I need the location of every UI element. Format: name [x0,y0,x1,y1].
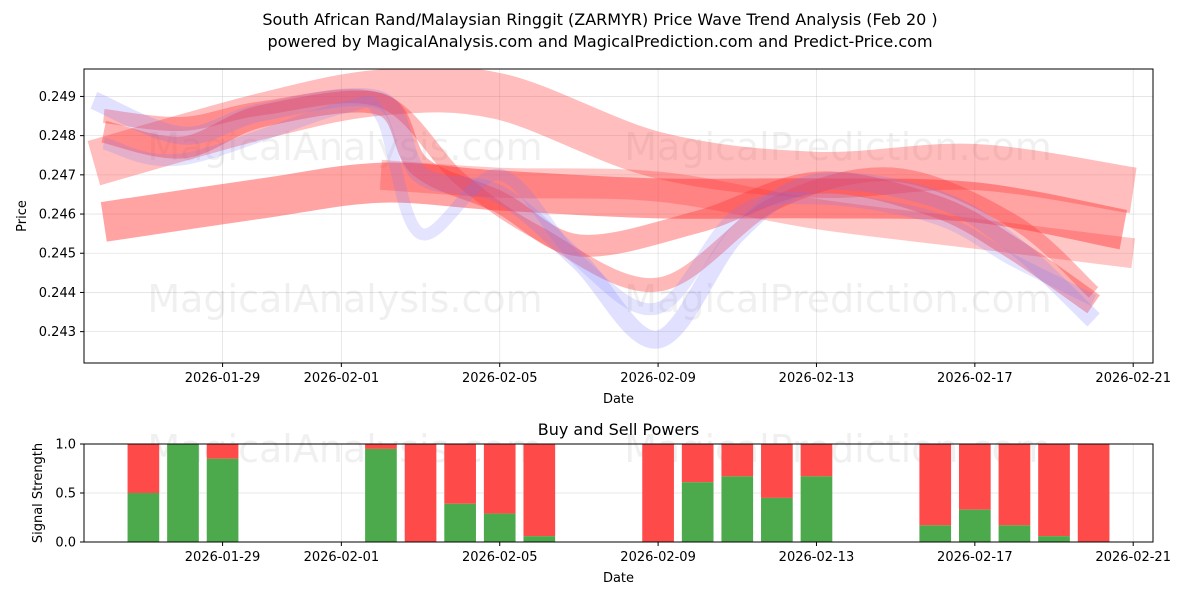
sell-bar [483,444,516,514]
price-ytick-label: 0.245 [39,247,76,262]
price-ytick-label: 0.243 [39,325,76,340]
sell-bar [998,444,1031,526]
sell-bar [1077,444,1110,542]
sell-bar [404,444,437,542]
signal-xtick-label: 2026-02-01 [304,550,380,565]
buy-bar [1038,536,1070,542]
signal-xtick-label: 2026-01-29 [185,550,261,565]
wave-blue-2-line [102,95,1097,316]
watermark-text: MagicalPrediction.com [624,277,1052,321]
wave-red-1-line [101,90,1100,314]
buy-bar [167,444,199,542]
buy-bar [523,536,556,542]
price-ytick-label: 0.244 [39,286,76,301]
signal-plot: MagicalAnalysis.com MagicalPrediction.com… [31,420,1171,586]
signal-ytick-label: 0.0 [55,536,76,551]
watermark-text: MagicalPrediction.com [624,125,1052,169]
signal-ylabel: Signal Strength [31,443,46,543]
signal-xlabel: Date [603,571,634,586]
buy-bar [958,509,991,542]
wave-blue-1-line [90,87,1100,349]
buy-bar [998,525,1031,542]
wave-group [87,69,1137,349]
price-xtick-label: 2026-02-09 [620,371,696,386]
buy-bar [761,497,793,542]
watermark-text: MagicalAnalysis.com [147,427,542,471]
signal-xtick-label: 2026-02-13 [779,550,855,565]
buy-bar [483,513,516,542]
price-xtick-label: 2026-02-17 [937,371,1013,386]
buy-bar [919,525,952,542]
buy-bar [127,493,160,542]
buy-bar [681,482,714,542]
sell-bar [919,444,952,526]
price-frame [83,68,1154,364]
signal-xtick-label: 2026-02-09 [620,550,696,565]
price-ylabel: Price [15,200,30,232]
sell-bar [800,444,833,477]
sell-bar [958,444,991,510]
price-xlabel: Date [603,392,634,407]
price-xtick-label: 2026-02-21 [1095,371,1171,386]
watermark-text: MagicalAnalysis.com [147,277,542,321]
price-xtick-label: 2026-02-01 [304,371,380,386]
price-xtick-label: 2026-01-29 [185,371,261,386]
buy-bar [721,476,754,542]
buy-bar [365,448,397,542]
signal-title: Buy and Sell Powers [538,420,700,439]
price-xtick-label: 2026-02-13 [779,371,855,386]
price-ytick-label: 0.248 [39,129,76,144]
sell-bar [523,444,556,537]
buy-bar [206,458,239,542]
signal-ytick-label: 0.5 [55,487,76,502]
chart-title-line2: powered by MagicalAnalysis.com and Magic… [267,32,933,51]
price-xtick-label: 2026-02-05 [462,371,538,386]
wave-red-2-line [102,89,1099,298]
sell-bar [206,444,239,459]
sell-bar [365,444,397,449]
band-red-1-line [87,69,1137,214]
chart-title-line1: South African Rand/Malaysian Ringgit (ZA… [262,10,938,29]
buy-bar [800,476,833,542]
sell-bar [1038,444,1070,537]
sell-bar [761,444,793,498]
band-red-2-line [100,162,1128,250]
signal-xtick-label: 2026-02-05 [462,550,538,565]
signal-ytick-label: 1.0 [55,438,76,453]
sell-bar [444,444,476,504]
sell-bar [721,444,754,477]
sell-bar [681,444,714,483]
band-red-3-line [379,159,1136,269]
buy-bar [444,503,476,542]
price-plot: MagicalAnalysis.com MagicalPrediction.com… [15,68,1171,407]
signal-xtick-label: 2026-02-21 [1095,550,1171,565]
sell-bar [642,444,674,542]
price-ytick-label: 0.249 [39,90,76,105]
bar-group [127,444,1110,542]
signal-xtick-label: 2026-02-17 [937,550,1013,565]
watermark-text: MagicalAnalysis.com [147,125,542,169]
sell-bar [127,444,160,493]
price-ytick-label: 0.246 [39,208,76,223]
price-ytick-label: 0.247 [39,168,76,183]
